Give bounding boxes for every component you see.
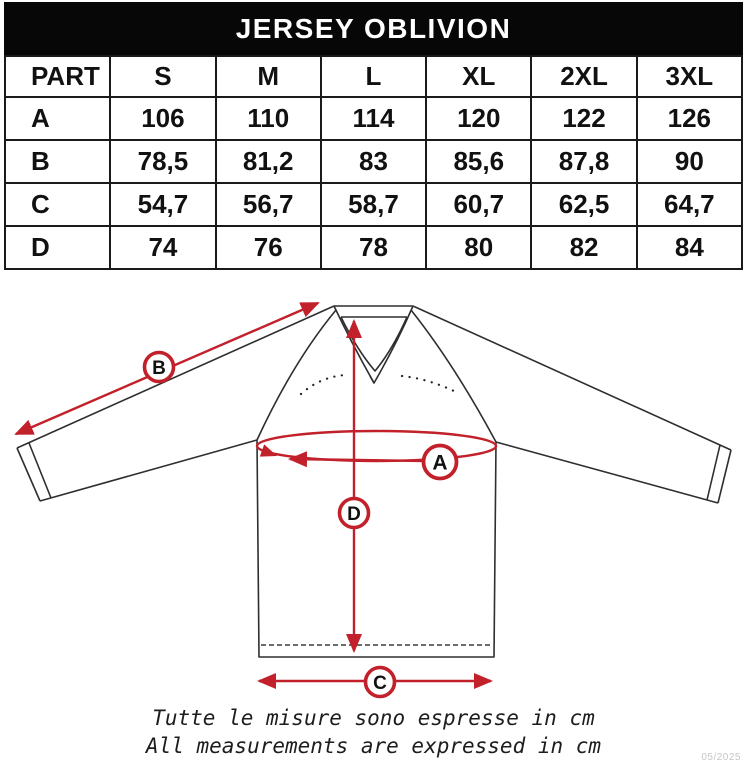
size-cell: 85,6 <box>425 139 533 184</box>
size-cell: 106 <box>109 96 217 141</box>
size-cell: 78,5 <box>109 139 217 184</box>
part-cell: A <box>3 96 112 141</box>
note-english: All measurements are expressed in cm <box>145 734 602 758</box>
size-cell: 122 <box>530 96 638 141</box>
size-cell: 54,7 <box>109 182 217 227</box>
part-cell: D <box>3 225 112 270</box>
label-c: C <box>363 665 397 699</box>
measure-labels: B A D C <box>142 350 459 699</box>
col-header-l: L <box>319 55 428 98</box>
label-d-letter: D <box>347 504 361 525</box>
col-header-s: S <box>109 55 217 98</box>
size-cell: 110 <box>214 96 322 141</box>
size-cell: 82 <box>530 225 638 270</box>
chest-measure-arrow <box>288 451 425 468</box>
table-row-a: A 106 110 114 120 122 126 <box>3 96 744 141</box>
table-row-c: C 54,7 56,7 58,7 60,7 62,5 64,7 <box>3 182 744 227</box>
size-cell: 56,7 <box>214 182 322 227</box>
table-row-d: D 74 76 78 80 82 84 <box>3 225 744 270</box>
size-cell: 87,8 <box>530 139 638 184</box>
size-cell: 81,2 <box>214 139 322 184</box>
col-header-xl: XL <box>425 55 533 98</box>
header-row: PART S M L XL 2XL 3XL <box>3 55 744 98</box>
size-cell: 80 <box>425 225 533 270</box>
label-d: D <box>337 496 371 530</box>
size-cell: 60,7 <box>425 182 533 227</box>
col-header-2xl: 2XL <box>530 55 638 98</box>
size-cell: 114 <box>319 96 428 141</box>
size-cell: 76 <box>214 225 322 270</box>
chest-ellipse-arrowhead <box>259 444 277 457</box>
label-a-letter: A <box>432 452 447 475</box>
size-cell: 78 <box>319 225 428 270</box>
label-a: A <box>421 443 459 481</box>
label-b-letter: B <box>152 358 166 379</box>
date-watermark: 05/2025 <box>701 752 741 763</box>
size-cell: 74 <box>109 225 217 270</box>
chest-perforation-dots-left <box>299 373 347 396</box>
size-cell: 62,5 <box>530 182 638 227</box>
part-cell: B <box>3 139 112 184</box>
measurement-arrows <box>14 301 498 689</box>
col-header-m: M <box>214 55 322 98</box>
measurement-notes: Tutte le misure sono espresse in cm All … <box>0 704 747 760</box>
size-cell: 120 <box>425 96 533 141</box>
chest-perforation-dots-right <box>400 374 460 395</box>
jersey-outline <box>16 305 732 658</box>
part-cell: C <box>3 182 112 227</box>
size-cell: 126 <box>635 96 744 141</box>
size-cell: 90 <box>635 139 744 184</box>
page-title: JERSEY OBLIVION <box>4 2 743 55</box>
size-cell: 83 <box>319 139 428 184</box>
label-b: B <box>142 350 176 384</box>
note-italian: Tutte le misure sono espresse in cm <box>152 706 595 730</box>
col-header-part: PART <box>3 55 112 98</box>
size-chart: JERSEY OBLIVION PART S M L XL 2XL 3XL A … <box>3 2 744 270</box>
table-row-b: B 78,5 81,2 83 85,6 87,8 90 <box>3 139 744 184</box>
size-cell: 84 <box>635 225 744 270</box>
label-c-letter: C <box>373 673 387 694</box>
size-chart-table: PART S M L XL 2XL 3XL A 106 110 114 120 … <box>3 55 744 270</box>
col-header-3xl: 3XL <box>635 55 744 98</box>
size-cell: 64,7 <box>635 182 744 227</box>
size-cell: 58,7 <box>319 182 428 227</box>
chest-measure-ellipse <box>255 429 498 463</box>
